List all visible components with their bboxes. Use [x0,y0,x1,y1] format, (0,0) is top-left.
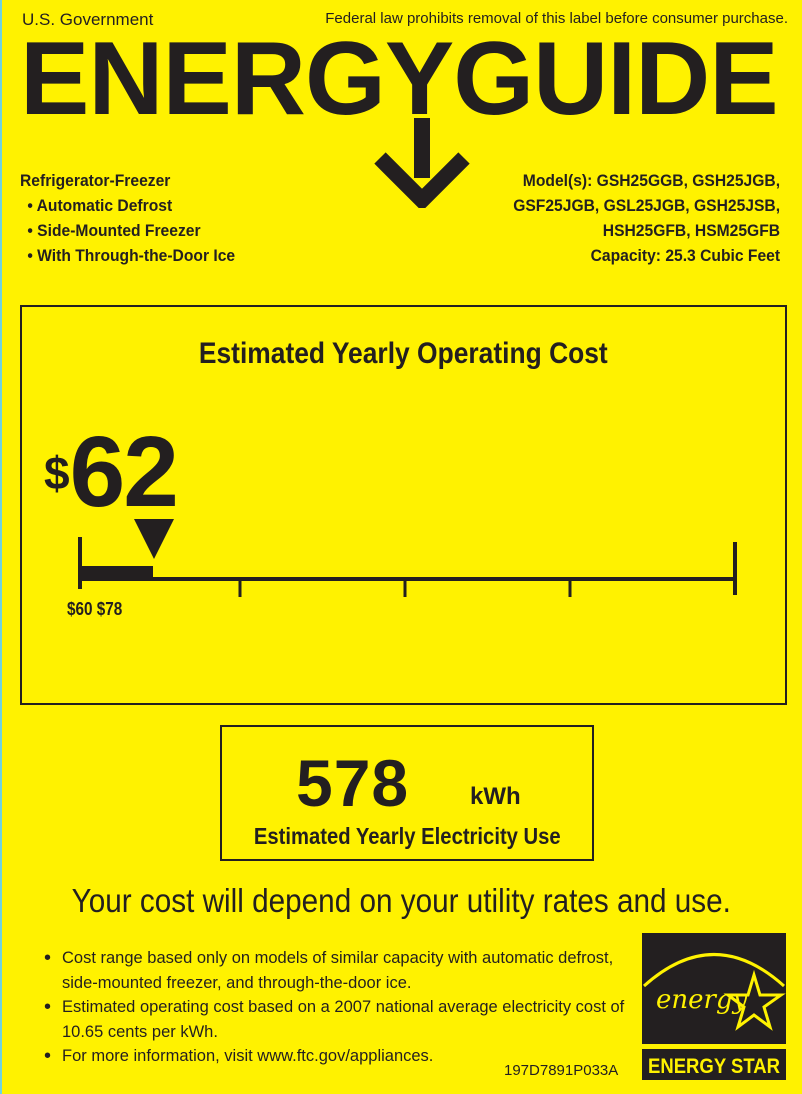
cost-title-text: Estimated Yearly Operating Cost [199,337,608,370]
label-code: 197D7891P033A [504,1062,619,1079]
model-range-bar [80,566,153,579]
note-item: Estimated operating cost based on a 2007… [42,995,642,1044]
notes-list: Cost range based only on models of simil… [42,946,642,1069]
feature: • With Through-the-Door Ice [27,246,236,265]
model-line: Model(s): GSH25GGB, GSH25JGB, [522,171,780,190]
government-label: U.S. Government [22,10,154,29]
note-item: Cost range based only on models of simil… [42,946,642,995]
capacity: Capacity: 25.3 Cubic Feet [590,246,780,265]
product-description: Refrigerator-Freezer • Automatic Defrost… [20,168,254,268]
law-notice: Federal law prohibits removal of this la… [325,10,788,27]
note-item: For more information, visit www.ftc.gov/… [42,1044,642,1069]
kwh-unit: kWh [470,783,521,810]
kwh-value: 578 [296,746,410,820]
cost-value: $62 [44,422,179,522]
cost-scale [78,519,737,597]
down-arrow-icon [374,118,470,208]
range-text: $60 $78 [67,599,123,619]
cost-title: Estimated Yearly Operating Cost [22,337,785,371]
energyguide-title: ENERGYGUIDE [20,21,779,137]
energy-star-logo: energy ENERGY STAR [642,933,786,1080]
cost-disclaimer-text: Your cost will depend on your utility ra… [71,882,731,919]
feature: • Automatic Defrost [27,196,173,215]
star-icon [723,969,786,1031]
model-line: GSF25JGB, GSL25JGB, GSH25JSB, [513,196,780,215]
product-type: Refrigerator-Freezer [20,171,171,190]
model-info: Model(s): GSH25GGB, GSH25JGB, GSF25JGB, … [490,168,780,268]
operating-cost-box: Estimated Yearly Operating Cost $62 $60 … [20,305,787,705]
kwh-label-text: Estimated Yearly Electricity Use [253,823,561,849]
range-label: $60 $78 [67,599,132,620]
cost-number: 62 [69,416,179,528]
electricity-box: 578 kWh Estimated Yearly Electricity Use [220,725,594,861]
feature: • Side-Mounted Freezer [27,221,201,240]
cost-disclaimer: Your cost will depend on your utility ra… [2,882,800,920]
cost-marker-icon [134,519,174,559]
kwh-label: Estimated Yearly Electricity Use [222,823,592,850]
currency-sign: $ [44,447,70,499]
model-line: HSH25GFB, HSM25GFB [602,221,780,240]
energy-star-text: ENERGY STAR [648,1055,780,1078]
